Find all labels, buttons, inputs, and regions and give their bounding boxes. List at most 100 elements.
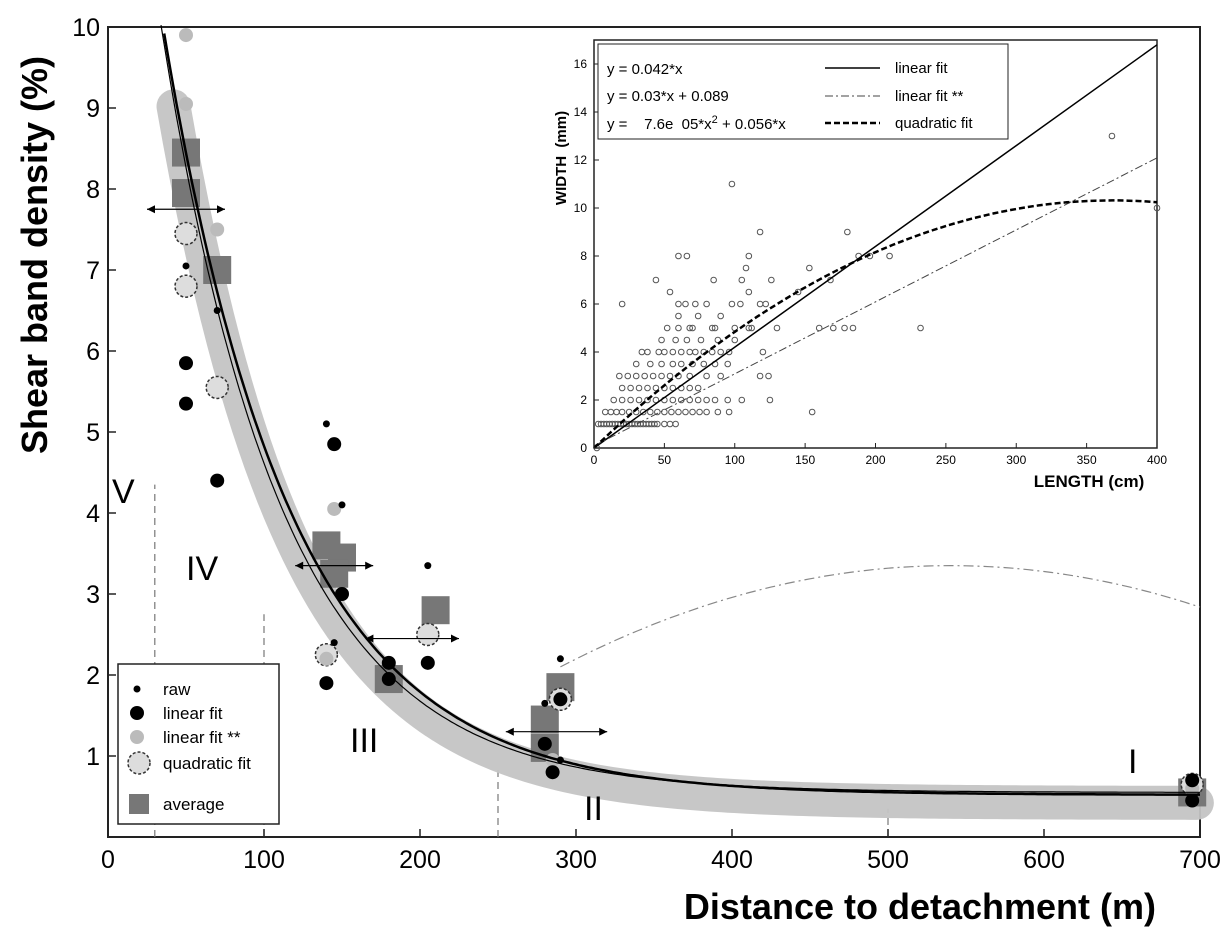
inset-chart: 0 50 100 150 200 250 300 350 400 0 2 4 6 8 10 12 14 16 W… [553, 39, 1167, 491]
inset-data-point [703, 300, 710, 308]
legend-average-marker [129, 794, 149, 814]
inset-data-point [773, 324, 781, 332]
inset-data-point [694, 384, 702, 392]
inset-data-point [738, 396, 746, 404]
inset-data-point [652, 276, 660, 284]
inset-data-point [694, 396, 702, 404]
inset-data-point [844, 228, 851, 236]
main-y-tick-label: 7 [86, 257, 100, 285]
inset-data-point [683, 336, 691, 344]
inset-data-point [675, 408, 682, 416]
inset-data-point [808, 408, 816, 416]
inset-data-point [756, 228, 764, 236]
inset-legend-quadratic-label: quadratic fit [895, 115, 973, 132]
inset-x-ticks: 0 50 100 150 200 250 300 350 400 [591, 443, 1167, 467]
inset-data-point [682, 408, 689, 416]
inset-data-point [618, 396, 626, 404]
inset-data-point [677, 360, 685, 368]
inset-y-tick-label: 12 [574, 153, 588, 167]
inset-data-point [829, 324, 837, 332]
raw-marker [424, 562, 432, 570]
linear-fit2-marker [179, 28, 193, 43]
equation-quadratic: y = 7.6e 05*x2 + 0.056*x [607, 114, 786, 133]
inset-linear2-fit-line [593, 157, 1158, 447]
inset-equations: y = 0.042*x y = 0.03*x + 0.089 y = 7.6e … [597, 43, 1009, 140]
inset-data-point [759, 348, 767, 356]
inset-data-point [849, 324, 857, 332]
legend-linear-fit2-marker [130, 730, 144, 744]
linear-fit-marker [179, 396, 193, 411]
inset-data-point [672, 336, 679, 344]
zone-label-iv: IV [186, 550, 218, 588]
inset-data-point [654, 420, 661, 428]
inset-data-point [806, 264, 813, 272]
main-y-tick-label: 2 [86, 662, 100, 690]
inset-data-point [647, 408, 654, 416]
inset-data-point [737, 300, 744, 308]
inset-data-point [661, 408, 668, 416]
main-x-tick-label: 400 [711, 846, 753, 874]
error-bar-arrow-right [365, 561, 374, 570]
inset-data-point [641, 372, 648, 380]
error-bar-arrow-left [295, 561, 304, 570]
raw-marker [330, 639, 338, 647]
linear-fit-marker [179, 356, 193, 371]
main-x-tick-label: 0 [101, 846, 115, 874]
error-bar-arrow-left [147, 205, 155, 214]
main-legend: raw linear fit linear fit ** quadratic f… [117, 663, 280, 825]
inset-data-point [768, 276, 775, 284]
inset-data-point [627, 396, 634, 404]
zone-label-ii: II [584, 790, 603, 828]
inset-data-point [661, 348, 668, 356]
error-bar-arrow-right [451, 634, 459, 643]
legend-linear-fit2-label: linear fit ** [163, 728, 241, 747]
inset-data-point [658, 336, 665, 344]
inset-x-tick-label: 400 [1147, 453, 1167, 467]
raw-marker [338, 501, 346, 509]
inset-data-point [886, 252, 893, 260]
main-y-tick-label: 3 [86, 581, 100, 609]
inset-x-tick-label: 100 [725, 453, 745, 467]
inset-data-point [717, 312, 724, 320]
main-x-tick-label: 500 [867, 846, 909, 874]
inset-data-point [644, 348, 651, 356]
inset-data-point [1108, 132, 1116, 140]
inset-data-point [710, 276, 717, 284]
inset-data-point [692, 348, 699, 356]
inset-data-point [742, 264, 750, 272]
raw-marker [541, 699, 549, 707]
inset-data-point [841, 324, 848, 332]
equations-box [597, 43, 1009, 140]
linear-fit-marker [545, 765, 560, 780]
inset-data-point [703, 396, 710, 404]
inset-data-point [724, 396, 732, 404]
zone-label-iii: III [350, 722, 378, 760]
legend-quadratic-fit-label: quadratic fit [163, 754, 251, 773]
error-bar-arrow-right [599, 727, 608, 736]
inset-data-point [725, 348, 733, 356]
inset-y-tick-label: 8 [580, 249, 587, 263]
legend-linear-fit-marker [130, 706, 144, 720]
inset-data-point [627, 384, 634, 392]
main-y-tick-label: 8 [86, 176, 100, 204]
linear-fit-marker [1185, 773, 1200, 788]
inset-data-point [651, 420, 658, 428]
quadratic-fit-marker [205, 375, 229, 400]
quadratic-fit-marker [174, 274, 198, 298]
main-y-ticks: 1 2 3 4 5 6 7 8 9 10 [72, 14, 116, 771]
inset-data-point [618, 384, 626, 392]
linear-fit-marker [1185, 793, 1200, 808]
inset-data-point [689, 408, 696, 416]
inset-data-point [644, 396, 651, 404]
main-x-tick-label: 600 [1023, 846, 1065, 874]
inset-data-point [618, 408, 626, 416]
fit-curves [160, 25, 1201, 796]
inset-data-point [624, 372, 632, 380]
inset-y-axis-title: WIDTH (mm) [553, 111, 570, 205]
inset-x-tick-label: 0 [591, 453, 598, 467]
average-marker [530, 705, 559, 734]
inset-data-point [692, 300, 699, 308]
error-bar-arrow-left [365, 634, 374, 643]
inset-data-point [745, 288, 753, 296]
inset-data-point [639, 408, 647, 416]
